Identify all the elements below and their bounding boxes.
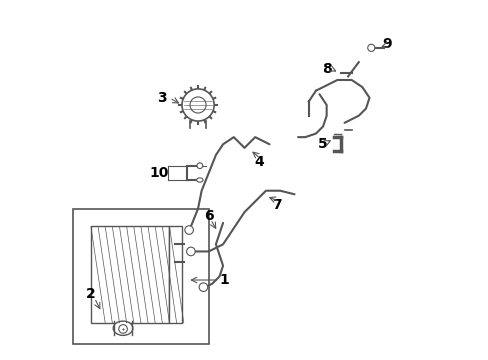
Circle shape <box>367 44 374 51</box>
Circle shape <box>197 163 203 168</box>
Text: 4: 4 <box>253 155 263 169</box>
Bar <box>169 226 182 323</box>
Text: 6: 6 <box>203 209 213 223</box>
Text: 9: 9 <box>382 37 391 51</box>
Text: 8: 8 <box>321 62 331 76</box>
Text: 10: 10 <box>149 166 168 180</box>
Text: 7: 7 <box>271 198 281 212</box>
Ellipse shape <box>196 178 203 182</box>
Bar <box>183 100 212 110</box>
Circle shape <box>119 325 127 333</box>
Circle shape <box>199 283 207 292</box>
Text: 2: 2 <box>86 287 96 301</box>
Circle shape <box>182 89 214 121</box>
Circle shape <box>186 247 195 256</box>
Circle shape <box>190 97 205 113</box>
Text: 5: 5 <box>318 137 327 151</box>
Bar <box>73 208 208 344</box>
Text: 1: 1 <box>219 273 229 287</box>
Text: 3: 3 <box>157 91 167 105</box>
Bar <box>91 226 169 323</box>
Circle shape <box>184 226 193 234</box>
Ellipse shape <box>113 321 133 336</box>
